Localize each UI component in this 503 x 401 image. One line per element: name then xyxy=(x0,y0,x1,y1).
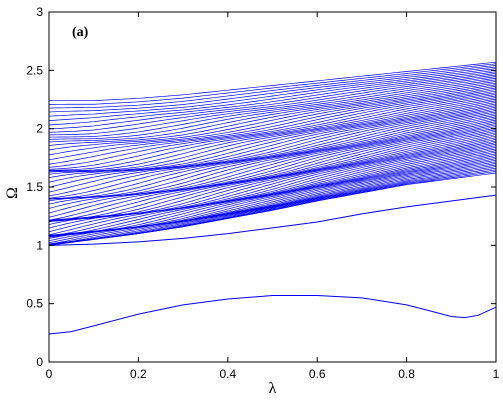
ticks-layer: 0 0.2 0.4 0.6 0.8 1 0 0.5 1 1.5 2 2.5 3 xyxy=(26,5,499,381)
band-line xyxy=(48,142,497,237)
band-line xyxy=(48,127,497,222)
band-line xyxy=(48,101,497,183)
band-line xyxy=(48,79,497,140)
band-line xyxy=(48,158,497,245)
x-tick-label: 0.6 xyxy=(309,367,326,381)
band-line xyxy=(48,82,497,146)
band-line xyxy=(48,113,497,200)
series-line-1 xyxy=(48,194,497,246)
x-tick-label: 0.8 xyxy=(398,367,415,381)
band-line xyxy=(48,161,497,246)
band-line xyxy=(48,114,497,200)
series-layer xyxy=(48,194,497,335)
band-line xyxy=(48,93,497,171)
band-line xyxy=(48,76,497,136)
band-line xyxy=(48,140,497,236)
band-line xyxy=(48,146,497,237)
band-line xyxy=(48,97,497,173)
x-tick-label: 0.4 xyxy=(219,367,236,381)
band-line xyxy=(48,69,497,121)
band-line xyxy=(48,110,497,200)
band-line xyxy=(48,106,497,197)
band-line xyxy=(48,66,497,113)
band-line xyxy=(48,77,497,138)
band-line xyxy=(48,163,497,245)
y-tick-label: 2.5 xyxy=(26,63,43,77)
band-line xyxy=(48,159,497,246)
series-line-2 xyxy=(48,295,497,335)
band-line xyxy=(48,100,497,179)
panel-label: (a) xyxy=(72,25,89,40)
band-layer xyxy=(48,61,497,246)
band-line xyxy=(49,61,497,102)
band-line xyxy=(48,121,497,214)
band-line xyxy=(48,105,497,193)
band-line xyxy=(48,81,497,143)
band-line xyxy=(48,85,497,156)
band-line xyxy=(48,87,497,161)
band-line xyxy=(48,145,497,238)
band-line xyxy=(48,98,497,175)
band-line xyxy=(48,90,497,168)
x-tick-label: 1 xyxy=(493,367,500,381)
x-tick-label: 0.2 xyxy=(130,367,147,381)
y-tick-label: 0.5 xyxy=(26,297,43,311)
y-tick-label: 3 xyxy=(36,5,43,19)
band-line xyxy=(48,95,497,172)
band-line xyxy=(48,63,497,105)
band-line xyxy=(48,84,497,151)
x-tick-label: 0 xyxy=(46,367,53,381)
band-line xyxy=(48,138,497,233)
y-axis-label: Ω xyxy=(4,187,21,199)
band-line xyxy=(48,68,497,117)
band-line xyxy=(48,132,497,221)
band-line xyxy=(48,92,497,170)
band-line xyxy=(48,65,497,109)
band-line xyxy=(48,126,497,222)
band-line xyxy=(48,108,497,199)
band-line xyxy=(48,143,497,238)
band-line xyxy=(48,130,497,221)
band-line xyxy=(48,164,497,245)
x-axis-label: λ xyxy=(269,380,277,397)
y-tick-label: 2 xyxy=(36,122,43,136)
band-line xyxy=(48,74,497,133)
band-line xyxy=(48,129,497,222)
y-tick-label: 1 xyxy=(36,238,43,252)
band-line xyxy=(48,111,497,200)
band-line xyxy=(48,71,497,126)
y-tick-label: 0 xyxy=(36,355,43,369)
band-line xyxy=(48,89,497,165)
y-tick-label: 1.5 xyxy=(26,180,43,194)
band-line xyxy=(48,103,497,188)
band-line xyxy=(48,148,497,236)
band-line xyxy=(48,73,497,130)
band-line xyxy=(48,122,497,218)
band-line xyxy=(48,124,497,221)
